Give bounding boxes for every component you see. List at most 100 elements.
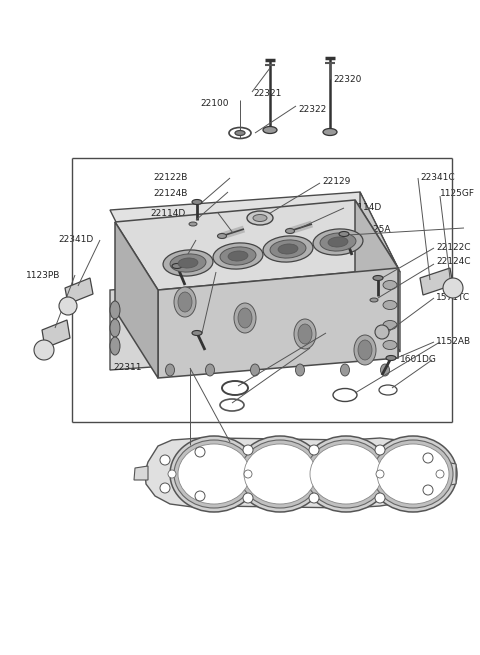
Ellipse shape	[270, 240, 306, 258]
Ellipse shape	[213, 243, 263, 269]
Ellipse shape	[302, 436, 390, 512]
Text: 22321: 22321	[253, 88, 281, 98]
Ellipse shape	[340, 364, 349, 376]
Ellipse shape	[247, 211, 273, 225]
Polygon shape	[420, 268, 453, 295]
Ellipse shape	[381, 364, 389, 376]
Text: 1151CJ: 1151CJ	[132, 238, 164, 246]
Ellipse shape	[110, 337, 120, 355]
Ellipse shape	[383, 280, 397, 290]
Polygon shape	[360, 192, 400, 352]
Polygon shape	[145, 438, 442, 508]
Ellipse shape	[370, 298, 378, 302]
Polygon shape	[65, 278, 93, 304]
Circle shape	[243, 445, 253, 455]
Text: 1125GF: 1125GF	[440, 189, 475, 198]
Polygon shape	[430, 462, 456, 486]
Ellipse shape	[174, 287, 196, 317]
Text: 22122C: 22122C	[436, 242, 470, 252]
Ellipse shape	[294, 319, 316, 349]
Ellipse shape	[263, 126, 277, 134]
Circle shape	[160, 455, 170, 465]
Ellipse shape	[358, 340, 372, 360]
Ellipse shape	[383, 301, 397, 310]
Ellipse shape	[377, 444, 449, 504]
Ellipse shape	[178, 258, 198, 268]
Ellipse shape	[286, 229, 295, 233]
Ellipse shape	[192, 331, 202, 335]
Ellipse shape	[205, 364, 215, 376]
Circle shape	[168, 470, 176, 478]
Ellipse shape	[383, 341, 397, 350]
Ellipse shape	[296, 364, 304, 376]
Circle shape	[436, 470, 444, 478]
Text: 22125A: 22125A	[356, 225, 391, 234]
Circle shape	[34, 340, 54, 360]
Polygon shape	[355, 200, 398, 358]
Polygon shape	[158, 268, 398, 378]
Ellipse shape	[253, 214, 267, 221]
Ellipse shape	[172, 263, 182, 269]
Ellipse shape	[166, 364, 175, 376]
Ellipse shape	[310, 444, 382, 504]
Polygon shape	[134, 466, 148, 480]
Text: 22112A: 22112A	[292, 329, 326, 337]
Text: 22114D: 22114D	[346, 204, 381, 212]
Circle shape	[59, 297, 77, 315]
Ellipse shape	[238, 308, 252, 328]
Ellipse shape	[236, 436, 324, 512]
Text: 22341C: 22341C	[420, 174, 455, 183]
Circle shape	[423, 453, 433, 463]
Ellipse shape	[320, 233, 356, 251]
Ellipse shape	[263, 236, 313, 262]
Ellipse shape	[240, 440, 320, 508]
Ellipse shape	[174, 440, 254, 508]
Ellipse shape	[306, 440, 386, 508]
Circle shape	[309, 445, 319, 455]
Circle shape	[443, 278, 463, 298]
Ellipse shape	[110, 301, 120, 319]
Ellipse shape	[228, 251, 248, 261]
Ellipse shape	[110, 319, 120, 337]
Ellipse shape	[313, 229, 363, 255]
Ellipse shape	[328, 237, 348, 247]
Ellipse shape	[178, 444, 250, 504]
Ellipse shape	[217, 233, 227, 238]
Text: 22122B: 22122B	[153, 174, 187, 183]
Polygon shape	[115, 222, 158, 378]
Circle shape	[243, 493, 253, 503]
Ellipse shape	[369, 436, 457, 512]
Text: 22124B: 22124B	[153, 189, 187, 198]
Ellipse shape	[235, 130, 245, 136]
Circle shape	[309, 493, 319, 503]
Text: 22320: 22320	[333, 75, 361, 84]
Text: 22124C: 22124C	[436, 257, 470, 267]
Ellipse shape	[170, 254, 206, 272]
Polygon shape	[110, 192, 400, 290]
Text: 1152AB: 1152AB	[436, 337, 471, 346]
Ellipse shape	[163, 250, 213, 276]
Ellipse shape	[278, 244, 298, 254]
Polygon shape	[115, 200, 398, 290]
Ellipse shape	[323, 128, 337, 136]
Text: 1571TC: 1571TC	[436, 293, 470, 303]
Ellipse shape	[373, 276, 383, 280]
Text: 22113A: 22113A	[276, 343, 311, 352]
Polygon shape	[42, 320, 70, 348]
Ellipse shape	[354, 335, 376, 365]
Circle shape	[375, 493, 385, 503]
Polygon shape	[110, 272, 360, 370]
Text: 22125C: 22125C	[145, 267, 180, 276]
Ellipse shape	[251, 364, 260, 376]
Ellipse shape	[386, 356, 396, 360]
Ellipse shape	[339, 231, 349, 236]
Ellipse shape	[234, 303, 256, 333]
Ellipse shape	[170, 436, 258, 512]
Text: 22322: 22322	[298, 105, 326, 115]
Circle shape	[195, 491, 205, 501]
Text: 1601DG: 1601DG	[400, 356, 437, 364]
Circle shape	[244, 470, 252, 478]
Ellipse shape	[244, 444, 316, 504]
Circle shape	[376, 470, 384, 478]
Text: 22341D: 22341D	[58, 236, 93, 244]
